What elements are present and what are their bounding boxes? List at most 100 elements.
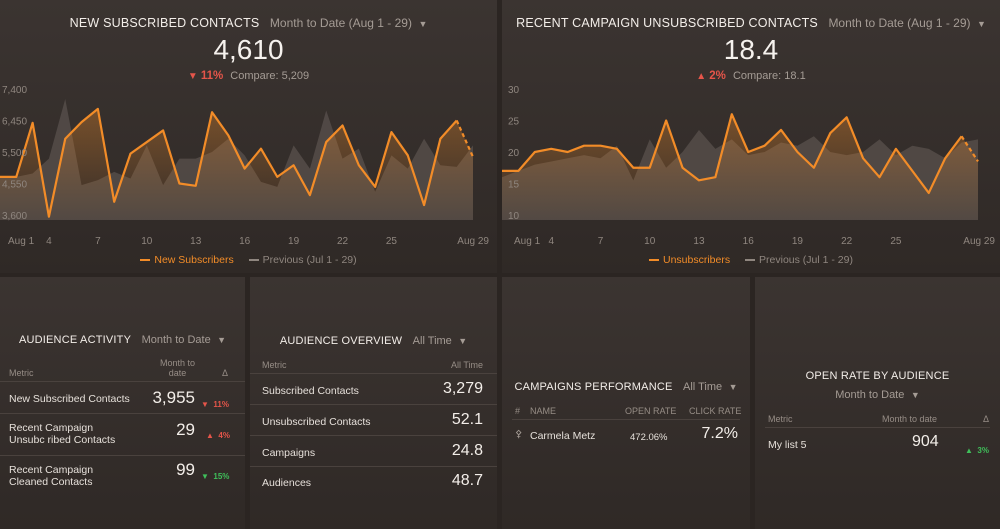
campaign-name[interactable]: Carmela Metz (530, 430, 596, 442)
x-tick-label: 4 (46, 236, 52, 247)
row-delta: ▲ 4% (206, 425, 230, 443)
table-row[interactable]: My list 5 904 ▲ 3% (765, 427, 990, 457)
chevron-down-icon[interactable]: ▼ (976, 19, 986, 29)
row-value: 52.1 (451, 411, 483, 428)
col-name: NAME (530, 406, 557, 416)
change-percent: 11% (200, 70, 224, 82)
x-tick-label: 19 (792, 236, 804, 247)
widget-title-row: OPEN RATE BY AUDIENCE (755, 366, 1000, 384)
table-row[interactable]: Recent Campaign Unsubc ribed Contacts 29… (0, 413, 245, 455)
y-tick-label: 25 (508, 117, 520, 128)
arrow-down-icon: ▼ (201, 472, 209, 481)
legend-previous[interactable]: Previous (Jul 1 - 29) (262, 254, 357, 266)
widget-title: NEW SUBSCRIBED CONTACTS (69, 16, 260, 30)
widget-title: RECENT CAMPAIGN UNSUBSCRIBED CONTACTS (516, 16, 818, 30)
x-tick-label: Aug 29 (457, 236, 489, 247)
row-label: My list 5 (768, 439, 807, 451)
legend-current[interactable]: New Subscribers (154, 254, 234, 266)
widget-unsubscribed-contacts: RECENT CAMPAIGN UNSUBSCRIBED CONTACTS Mo… (502, 0, 1000, 273)
widget-header: NEW SUBSCRIBED CONTACTS Month to Date (A… (0, 14, 497, 32)
row-value: 29 (176, 420, 195, 439)
compare-row: ▼ 11% Compare: 5,209 (0, 70, 497, 82)
line-chart: 7,400 6,450 5,500 4,550 3,600 Aug 1 4 7 10 13 16 19… (0, 85, 489, 247)
table-row[interactable]: Audiences 48.7 (250, 466, 497, 497)
table-row[interactable]: Campaigns 24.8 (250, 435, 497, 466)
table-row[interactable]: ⚴ Carmela Metz 472.06% 7.2% (512, 419, 740, 449)
col-delta: Δ (983, 414, 990, 424)
line-chart: 30 25 20 15 10 Aug 1 4 7 10 13 16 19 22 25 Aug 29 (502, 85, 995, 247)
widget-campaigns-performance: CAMPAIGNS PERFORMANCE All Time ▼ # NAME … (502, 277, 750, 529)
legend-swatch-current (649, 259, 659, 262)
x-tick-label: 22 (337, 236, 349, 247)
row-label: Campaigns (262, 447, 316, 459)
legend-swatch-previous (248, 259, 259, 262)
delta-percent: 15% (213, 472, 230, 481)
period-selector[interactable]: Month to Date (141, 334, 211, 346)
period-row: Month to Date ▼ (755, 385, 1000, 403)
x-tick-label: 7 (95, 236, 101, 247)
period-selector[interactable]: Month to Date (Aug 1 - 29) (828, 16, 971, 30)
widget-header: CAMPAIGNS PERFORMANCE All Time ▼ (502, 377, 750, 395)
chevron-down-icon[interactable]: ▼ (728, 382, 738, 392)
table-row[interactable]: New Subscribed Contacts 3,955 ▼ 11% (0, 381, 245, 413)
delta-percent: 11% (213, 400, 229, 409)
row-label: Audiences (262, 477, 312, 489)
table-row[interactable]: Subscribed Contacts 3,279 (250, 373, 497, 404)
table-row[interactable]: Recent Campaign Cleaned Contacts 99 ▼ 15… (0, 455, 245, 495)
main-value: 4,610 (213, 34, 284, 65)
row-value: 24.8 (451, 442, 483, 459)
widget-audience-overview: AUDIENCE OVERVIEW All Time ▼ Metric All … (250, 277, 497, 529)
y-tick-label: 3,600 (2, 211, 27, 222)
period-selector[interactable]: All Time (682, 381, 723, 393)
chevron-down-icon[interactable]: ▼ (458, 336, 468, 346)
row-delta: ▼ 11% (201, 394, 229, 412)
x-tick-label: 13 (693, 236, 705, 247)
widget-title: OPEN RATE BY AUDIENCE (805, 370, 950, 382)
widget-header: AUDIENCE ACTIVITY Month to Date ▼ (0, 330, 245, 348)
widget-title: AUDIENCE OVERVIEW (279, 335, 403, 347)
col-metric: Metric (768, 414, 793, 424)
trophy-icon: ⚴ (515, 429, 523, 440)
row-value: 3,955 (152, 388, 195, 407)
current-series-area (0, 108, 473, 220)
compare-text: Compare: 5,209 (230, 70, 310, 82)
y-tick-label: 30 (508, 85, 520, 96)
widget-open-rate-by-audience: OPEN RATE BY AUDIENCE Month to Date ▼ Me… (755, 277, 1000, 529)
col-month-to-date: Month to date (882, 414, 938, 424)
chevron-down-icon[interactable]: ▼ (217, 335, 227, 345)
period-selector[interactable]: All Time (412, 335, 452, 347)
x-tick-label: 25 (890, 236, 902, 247)
y-tick-label: 20 (508, 148, 520, 159)
period-selector[interactable]: Month to Date (835, 389, 905, 401)
y-tick-label: 5,500 (2, 148, 27, 159)
legend-previous[interactable]: Previous (Jul 1 - 29) (759, 254, 853, 266)
arrow-down-icon: ▼ (201, 400, 209, 409)
arrow-down-icon: ▼ (187, 71, 198, 82)
x-tick-label: 25 (386, 236, 398, 247)
chevron-down-icon[interactable]: ▼ (910, 390, 920, 400)
click-rate: 7.2% (701, 425, 738, 442)
chevron-down-icon[interactable]: ▼ (418, 19, 428, 29)
legend-current[interactable]: Unsubscribers (663, 254, 731, 266)
col-all-time: All Time (450, 360, 483, 370)
x-tick-label: Aug 1 (514, 236, 541, 247)
widget-new-subscribed-contacts: NEW SUBSCRIBED CONTACTS Month to Date (A… (0, 0, 497, 273)
row-value: 48.7 (451, 472, 483, 489)
table-row[interactable]: Unsubscribed Contacts 52.1 (250, 404, 497, 435)
widget-audience-activity: AUDIENCE ACTIVITY Month to Date ▼ Metric… (0, 277, 245, 529)
row-delta: ▲ 3% (965, 440, 989, 458)
period-selector[interactable]: Month to Date (Aug 1 - 29) (269, 16, 412, 30)
col-month-to-date: Month to date (159, 358, 196, 378)
x-tick-label: 16 (239, 236, 251, 247)
col-open-rate: OPEN RATE (625, 406, 677, 416)
x-tick-label: 10 (141, 236, 153, 247)
change-percent: 2% (709, 70, 726, 82)
row-label: New Subscribed Contacts (9, 393, 130, 405)
y-tick-label: 4,550 (2, 180, 27, 191)
row-label: Recent Campaign Unsubc ribed Contacts (9, 422, 116, 446)
main-value: 18.4 (723, 34, 779, 65)
compare-text: Compare: 18.1 (732, 70, 806, 82)
row-value: 99 (176, 460, 195, 479)
y-tick-label: 6,450 (2, 117, 27, 128)
delta-percent: 4% (218, 431, 230, 440)
